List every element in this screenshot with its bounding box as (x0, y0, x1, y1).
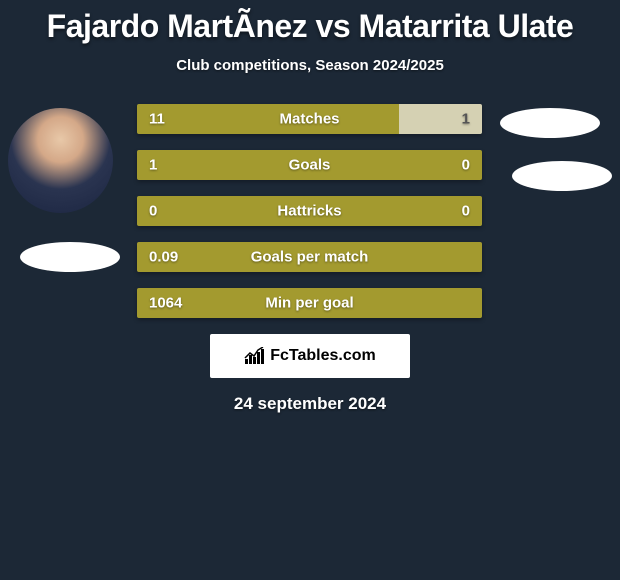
stat-bar-row: 0 0 Hattricks (137, 196, 482, 226)
bar-label: Hattricks (277, 203, 341, 220)
player-name-pill-left (20, 242, 120, 272)
bar-value-right: 1 (462, 111, 470, 128)
content-area: 111Matches10Goals00Hattricks0.09Goals pe… (0, 104, 620, 318)
bar-chart-icon (244, 347, 266, 365)
stat-bars: 111Matches10Goals00Hattricks0.09Goals pe… (137, 104, 482, 318)
bar-value-right: 0 (462, 203, 470, 220)
stat-bar-row: 1064 Min per goal (137, 288, 482, 318)
date-text: 24 september 2024 (0, 394, 620, 414)
page-title: Fajardo MartÃ­nez vs Matarrita Ulate (0, 0, 620, 45)
bar-value-left: 1 (149, 157, 157, 174)
bar-value-left: 1064 (149, 295, 182, 312)
bar-value-left: 0.09 (149, 249, 178, 266)
stat-bar-row: 111Matches (137, 104, 482, 134)
bar-segment-left (137, 104, 399, 134)
player-name-pill-right-1 (500, 108, 600, 138)
player-name-pill-right-2 (512, 161, 612, 191)
bar-label: Goals per match (251, 249, 369, 266)
stat-bar-row: 1 0 Goals (137, 150, 482, 180)
player-photo-left (8, 108, 113, 213)
bar-label: Matches (279, 111, 339, 128)
bar-value-right: 0 (462, 157, 470, 174)
bar-value-left: 0 (149, 203, 157, 220)
stat-bar-row: 0.09 Goals per match (137, 242, 482, 272)
logo-text: FcTables.com (270, 347, 376, 365)
logo-box: FcTables.com (210, 334, 410, 378)
subtitle: Club competitions, Season 2024/2025 (0, 57, 620, 74)
bar-label: Goals (289, 157, 331, 174)
bar-value-left: 11 (149, 111, 165, 128)
bar-label: Min per goal (265, 295, 353, 312)
